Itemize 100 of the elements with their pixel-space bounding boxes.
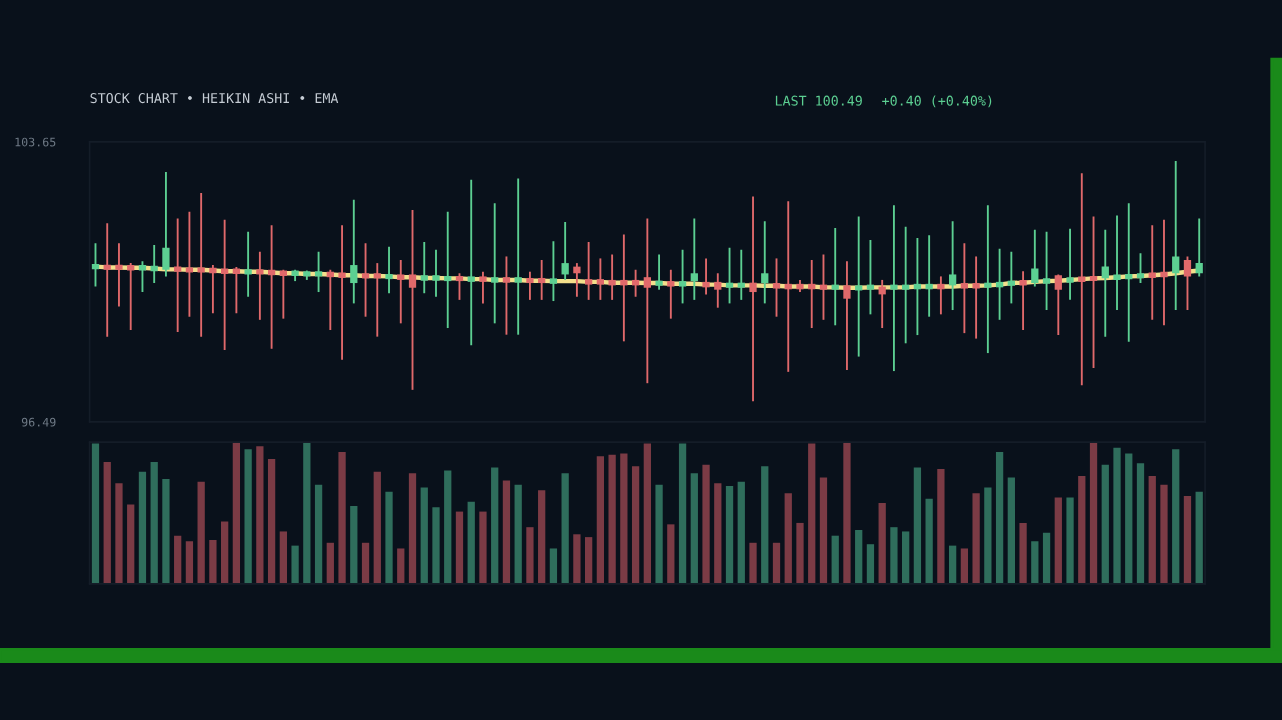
- bar: [314, 484, 323, 584]
- bar: [819, 477, 828, 584]
- candlestick: [761, 221, 769, 304]
- bar: [737, 481, 745, 584]
- bar: [796, 522, 804, 584]
- bar: [138, 471, 147, 584]
- bar: [585, 537, 593, 584]
- candlestick: [1113, 215, 1121, 311]
- bar: [1195, 491, 1203, 584]
- candlestick: [585, 241, 593, 300]
- bar: [925, 498, 933, 584]
- bar: [573, 534, 581, 584]
- bar: [972, 493, 980, 584]
- bar: [1172, 449, 1180, 584]
- candlestick: [984, 205, 992, 354]
- candlestick: [902, 226, 910, 344]
- candlestick: [702, 258, 710, 295]
- candlestick: [596, 258, 605, 300]
- candlestick: [749, 196, 757, 402]
- bar: [761, 466, 769, 584]
- bar: [502, 480, 511, 584]
- bar: [244, 449, 252, 584]
- bar: [808, 443, 816, 584]
- bar: [1078, 476, 1086, 584]
- bar: [526, 527, 534, 584]
- bar: [1136, 463, 1145, 584]
- bar: [291, 545, 299, 584]
- bar: [631, 466, 640, 584]
- bar: [1183, 495, 1192, 584]
- bar: [174, 535, 182, 584]
- candlestick: [1101, 229, 1109, 337]
- candlestick: [737, 249, 745, 300]
- candlestick: [843, 261, 851, 370]
- bar: [150, 461, 158, 584]
- candlestick: [1125, 203, 1133, 342]
- bar: [561, 473, 569, 584]
- bar: [678, 443, 687, 584]
- candlestick: [643, 218, 651, 384]
- candlestick: [1007, 251, 1015, 304]
- candlestick: [420, 241, 428, 294]
- bar: [831, 535, 839, 584]
- bar: [1031, 541, 1039, 584]
- bar: [655, 484, 663, 584]
- candlestick: [1172, 161, 1180, 311]
- candlestick: [549, 241, 558, 302]
- bar: [408, 473, 417, 584]
- bar: [467, 501, 475, 584]
- bar: [197, 481, 205, 584]
- bar: [1125, 453, 1133, 584]
- bar: [1054, 497, 1062, 584]
- candlestick: [655, 254, 663, 290]
- candlestick: [608, 254, 616, 300]
- candlestick: [467, 179, 475, 346]
- bar: [772, 542, 781, 584]
- bar: [995, 452, 1004, 584]
- candlestick: [890, 205, 898, 372]
- bar: [784, 493, 792, 584]
- candlestick: [960, 243, 969, 334]
- bar: [608, 454, 616, 584]
- candlestick: [373, 263, 381, 337]
- bar: [326, 542, 334, 584]
- bar: [279, 531, 287, 584]
- bar: [643, 443, 651, 584]
- bar: [361, 542, 370, 584]
- bar: [303, 442, 311, 584]
- bar: [221, 521, 229, 584]
- bar: [855, 530, 863, 584]
- bar: [843, 442, 851, 584]
- bar: [432, 507, 440, 584]
- candlestick: [948, 221, 957, 311]
- candlestick: [174, 218, 182, 332]
- bar: [596, 456, 605, 584]
- candlestick: [385, 246, 393, 294]
- bar: [948, 545, 957, 584]
- candlestick: [185, 211, 194, 317]
- bar: [1089, 442, 1098, 584]
- bar: [420, 487, 428, 584]
- bar: [960, 548, 969, 584]
- candlestick: [831, 227, 839, 326]
- bar: [890, 527, 898, 584]
- bar: [1101, 464, 1109, 584]
- bar: [667, 524, 675, 584]
- candlestick: [127, 263, 135, 330]
- bar: [267, 459, 276, 584]
- candlestick: [1148, 225, 1156, 320]
- candlestick: [514, 178, 522, 335]
- candlestick: [972, 256, 980, 339]
- candlestick: [256, 251, 264, 320]
- bar: [725, 486, 734, 584]
- candlestick: [678, 249, 687, 304]
- candlestick: [397, 259, 405, 324]
- bar: [455, 511, 464, 584]
- bar: [185, 541, 194, 584]
- bar: [397, 548, 405, 584]
- candlestick: [103, 223, 111, 337]
- bar: [444, 470, 452, 584]
- candlestick: [491, 203, 499, 324]
- candlestick: [314, 251, 323, 293]
- bar: [714, 483, 722, 584]
- bar: [1113, 447, 1121, 584]
